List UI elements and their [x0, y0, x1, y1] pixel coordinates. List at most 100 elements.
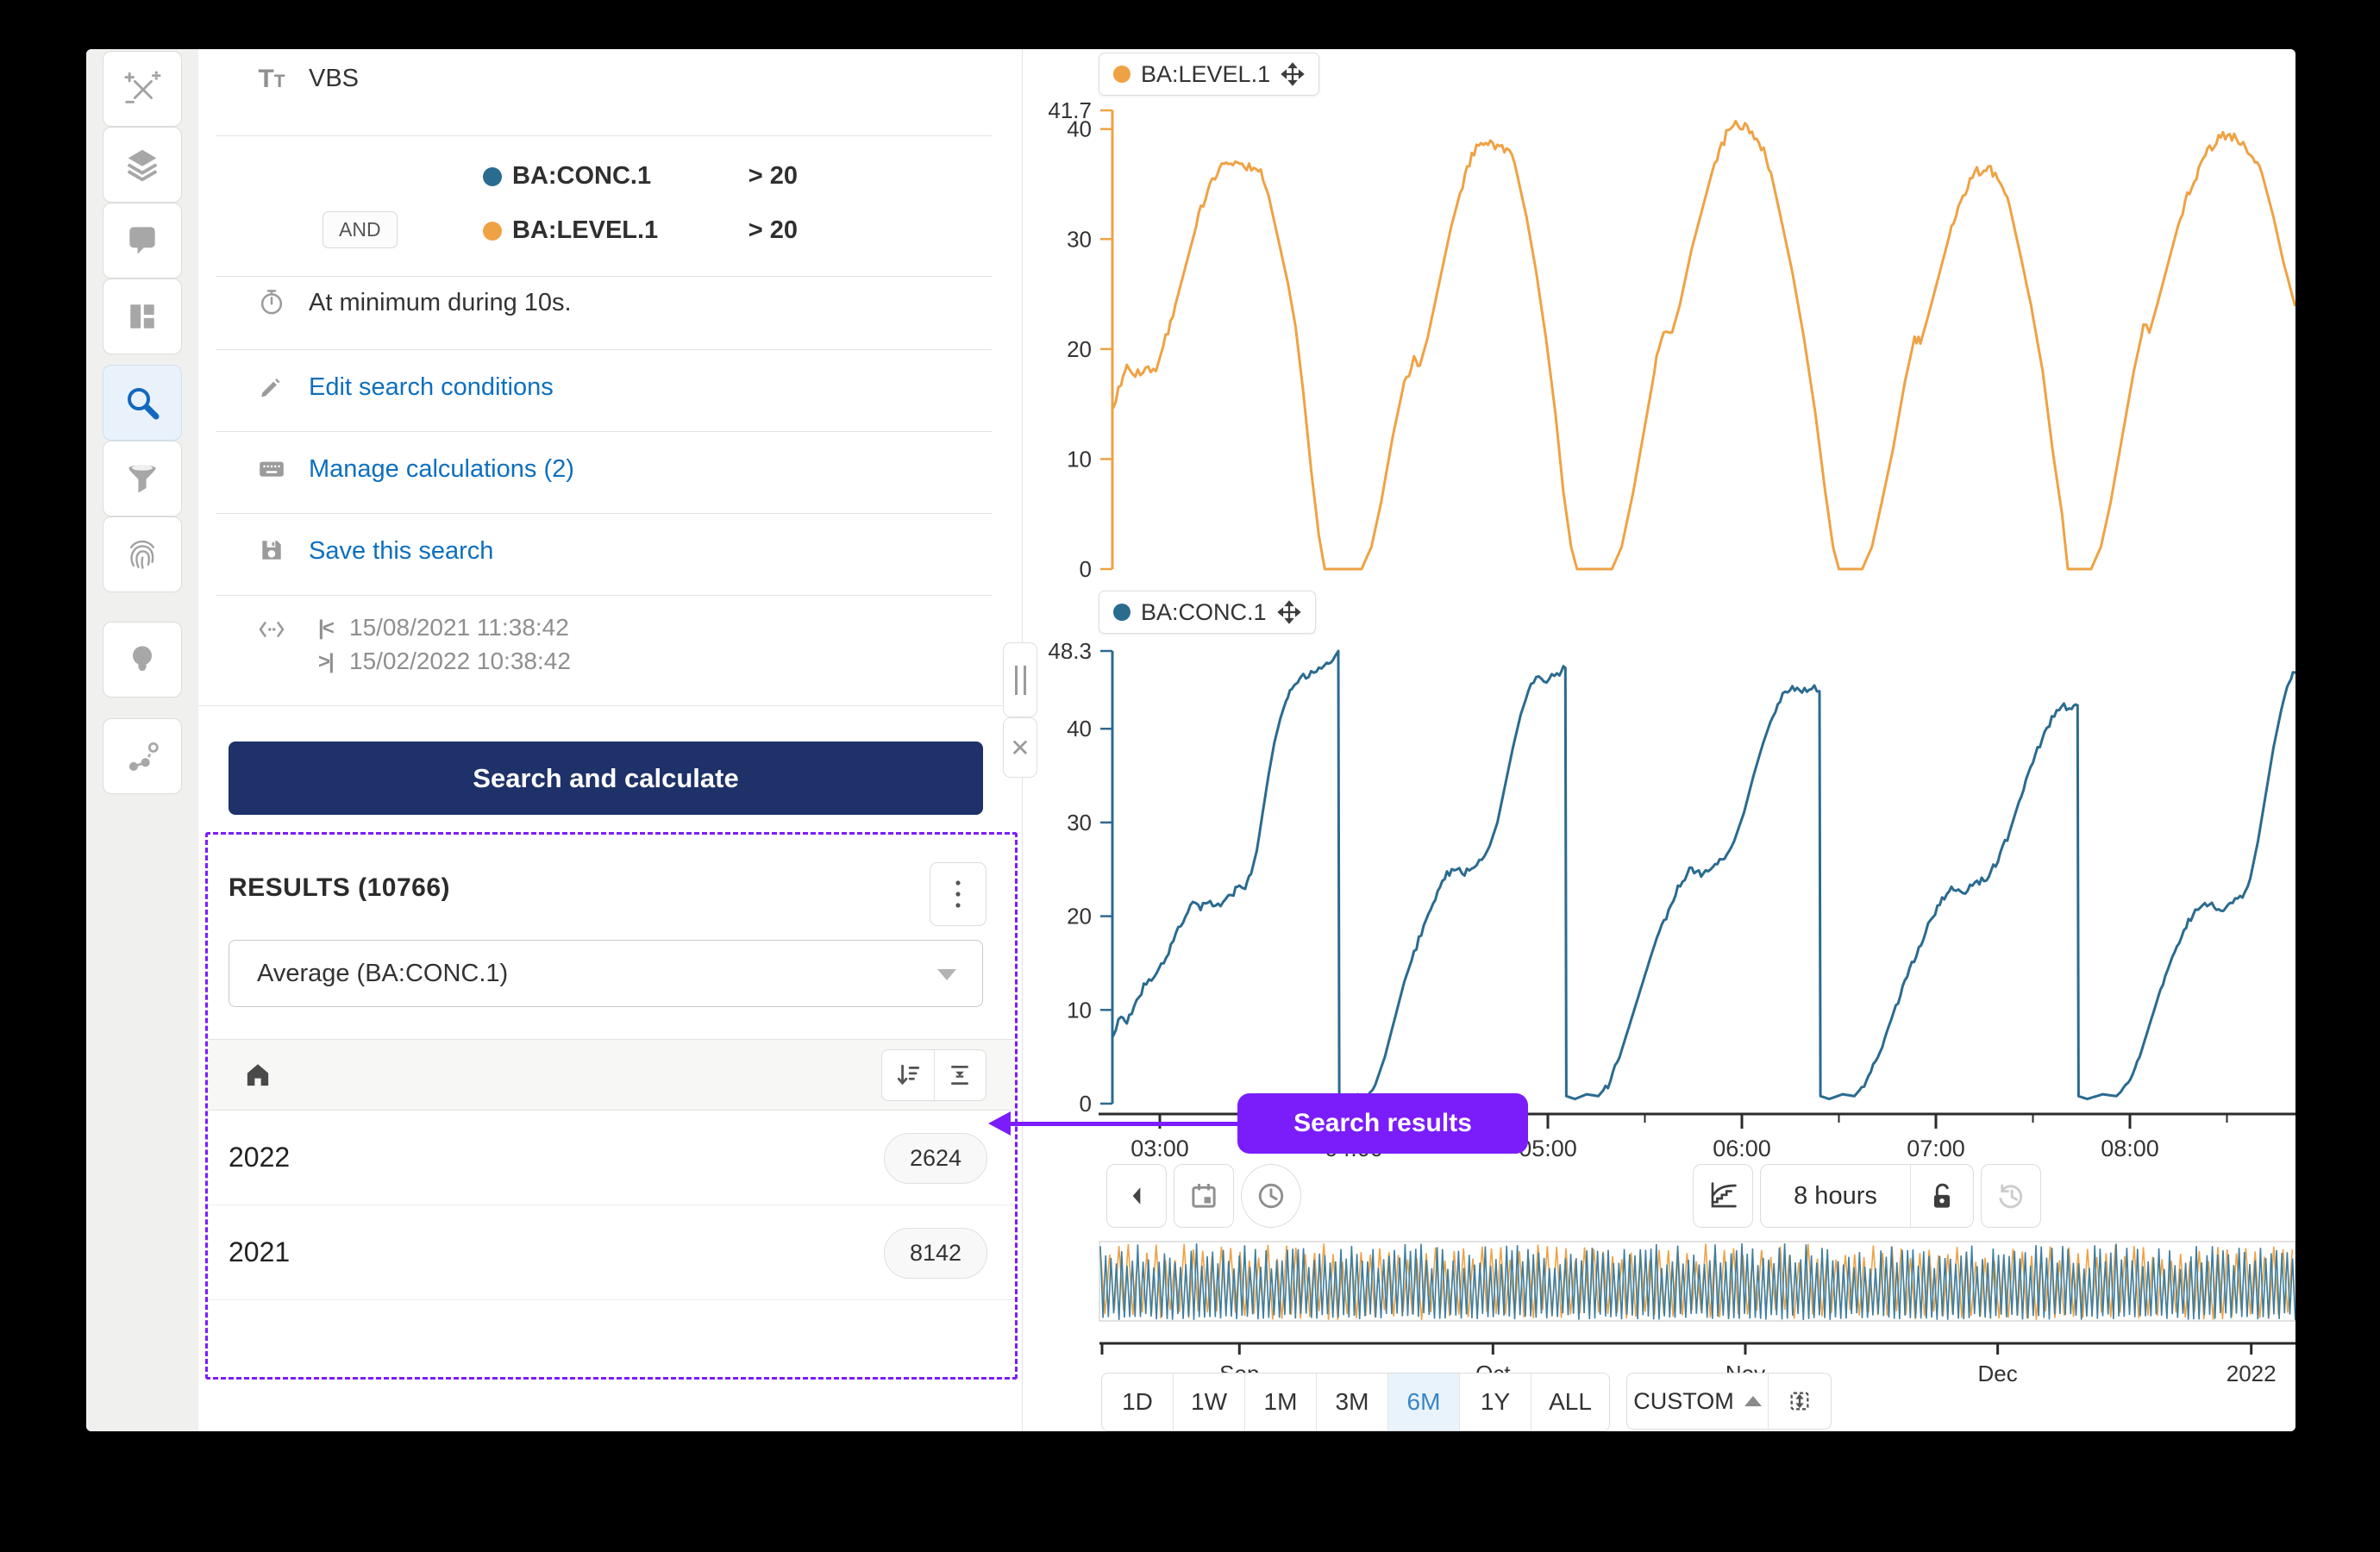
formula-icon — [124, 71, 161, 103]
collapse-rows-icon — [951, 1065, 969, 1086]
chart-panel[interactable]: 01020304041.701020304048.303:0004:0005:0… — [1023, 49, 2295, 1431]
results-title: RESULTS (10766) — [229, 873, 451, 902]
legend-chip-conc[interactable]: BA:CONC.1 — [1099, 591, 1316, 634]
manage-calculations-link[interactable]: Manage calculations (2) — [309, 455, 574, 483]
series-name: BA:CONC.1 — [1141, 598, 1267, 625]
condition-threshold: > 20 — [748, 216, 798, 244]
time-range-end: 15/02/2022 10:38:42 — [349, 648, 571, 674]
custom-range-button[interactable]: CUSTOM — [1627, 1374, 1768, 1429]
preset-3m[interactable]: 3M — [1316, 1374, 1387, 1430]
calendar-button[interactable] — [1174, 1164, 1234, 1228]
sort-descending-icon — [897, 1064, 919, 1086]
chart-style-button[interactable] — [1693, 1164, 1753, 1228]
search-panel: TT VBS BA:CONC.1 > 20 AND BA:LEVEL.1 > 2… — [198, 49, 1023, 1431]
move-icon[interactable] — [1281, 62, 1305, 86]
visible-span-label: 8 hours — [1794, 1181, 1877, 1210]
save-this-search-link[interactable]: Save this search — [309, 537, 494, 565]
lock-open-icon — [1933, 1183, 1951, 1208]
history-button[interactable] — [1981, 1164, 2041, 1228]
svg-text:40: 40 — [1067, 716, 1092, 742]
layers-icon — [127, 149, 158, 182]
divider — [216, 513, 992, 514]
preset-1m[interactable]: 1M — [1244, 1374, 1316, 1430]
preset-6m-selected[interactable]: 6M — [1387, 1374, 1459, 1430]
fingerprint-icon — [129, 540, 155, 569]
tag-name: BA:LEVEL.1 — [512, 216, 659, 244]
search-icon — [128, 388, 160, 420]
sidebar-item-dashboard[interactable] — [103, 278, 182, 354]
home-icon[interactable] — [243, 1061, 272, 1090]
panel-resize-handle[interactable] — [1003, 642, 1037, 717]
svg-text:40: 40 — [1067, 116, 1092, 142]
sidebar-item-formula[interactable] — [103, 51, 182, 127]
preset-all[interactable]: ALL — [1531, 1374, 1609, 1430]
lock-span-button[interactable] — [1910, 1165, 1973, 1227]
condition-threshold: > 20 — [748, 162, 798, 190]
move-icon[interactable] — [1276, 600, 1301, 624]
search-and-calculate-button[interactable]: Search and calculate — [229, 742, 983, 815]
results-menu-button[interactable] — [930, 862, 986, 926]
sidebar — [86, 49, 198, 1431]
svg-text:30: 30 — [1067, 226, 1092, 252]
calendar-icon — [1192, 1184, 1216, 1208]
result-row-2021[interactable]: 2021 8142 — [208, 1205, 1015, 1300]
aggregation-dropdown[interactable]: Average (BA:CONC.1) — [229, 940, 983, 1007]
clock-button[interactable] — [1241, 1164, 1301, 1228]
svg-text:Dec: Dec — [1978, 1361, 2018, 1386]
preset-1y[interactable]: 1Y — [1459, 1374, 1531, 1430]
series-color-dot — [1113, 604, 1130, 621]
sidebar-item-fingerprint[interactable] — [103, 516, 182, 592]
expand-range-button[interactable] — [1768, 1374, 1831, 1429]
results-sort-controls — [881, 1049, 986, 1101]
visible-span-control[interactable]: 8 hours — [1760, 1164, 1974, 1228]
divider — [216, 595, 992, 596]
skip-start-icon: |< — [318, 616, 335, 640]
keyboard-icon — [257, 454, 286, 483]
time-range-icon — [257, 615, 286, 644]
aggregation-selected-value: Average (BA:CONC.1) — [257, 959, 509, 987]
result-row-2022[interactable]: 2022 2624 — [208, 1111, 1015, 1205]
chevron-up-icon — [1744, 1396, 1762, 1406]
edit-search-conditions-link[interactable]: Edit search conditions — [309, 373, 554, 401]
sidebar-item-search[interactable] — [103, 365, 182, 441]
result-row-label: 2021 — [229, 1236, 291, 1267]
preset-1w[interactable]: 1W — [1173, 1374, 1244, 1430]
series-name: BA:LEVEL.1 — [1141, 60, 1271, 87]
svg-text:06:00: 06:00 — [1713, 1136, 1771, 1161]
svg-text:08:00: 08:00 — [2101, 1136, 2159, 1161]
trend-charts[interactable]: 01020304041.701020304048.303:0004:0005:0… — [1023, 49, 2295, 1431]
tag-color-dot — [483, 222, 502, 241]
result-row-label: 2022 — [229, 1142, 291, 1173]
divider — [198, 705, 1022, 706]
sidebar-item-filter[interactable] — [103, 441, 182, 516]
preset-1d[interactable]: 1D — [1122, 1388, 1153, 1415]
dashboard-icon — [130, 304, 154, 329]
svg-text:20: 20 — [1067, 904, 1092, 929]
svg-text:41.7: 41.7 — [1048, 97, 1092, 123]
legend-chip-level[interactable]: BA:LEVEL.1 — [1099, 53, 1320, 96]
pencil-icon — [257, 372, 286, 401]
sidebar-item-recommendations[interactable] — [103, 622, 182, 698]
divider — [216, 431, 992, 432]
grip-icon — [1014, 665, 1026, 695]
svg-text:03:00: 03:00 — [1130, 1136, 1189, 1161]
sidebar-item-layers[interactable] — [103, 127, 182, 203]
svg-text:0: 0 — [1080, 1091, 1092, 1117]
svg-text:05:00: 05:00 — [1519, 1136, 1577, 1161]
filter-icon — [128, 465, 156, 493]
divider — [216, 349, 992, 350]
step-back-button[interactable] — [1106, 1164, 1167, 1228]
logic-operator-chip: AND — [323, 211, 398, 248]
sidebar-item-comments[interactable] — [103, 203, 182, 278]
sidebar-item-context[interactable] — [103, 718, 182, 794]
chevron-left-icon — [1132, 1187, 1141, 1205]
panel-close-button[interactable]: ✕ — [1003, 717, 1037, 778]
svg-text:48.3: 48.3 — [1048, 638, 1092, 664]
collapse-rows-button[interactable] — [933, 1050, 986, 1100]
series-color-dot — [1113, 66, 1130, 83]
search-query-name: VBS — [309, 65, 360, 92]
sort-descending-button[interactable] — [882, 1050, 934, 1100]
lightbulb-icon — [133, 646, 152, 671]
svg-text:0: 0 — [1080, 556, 1092, 582]
